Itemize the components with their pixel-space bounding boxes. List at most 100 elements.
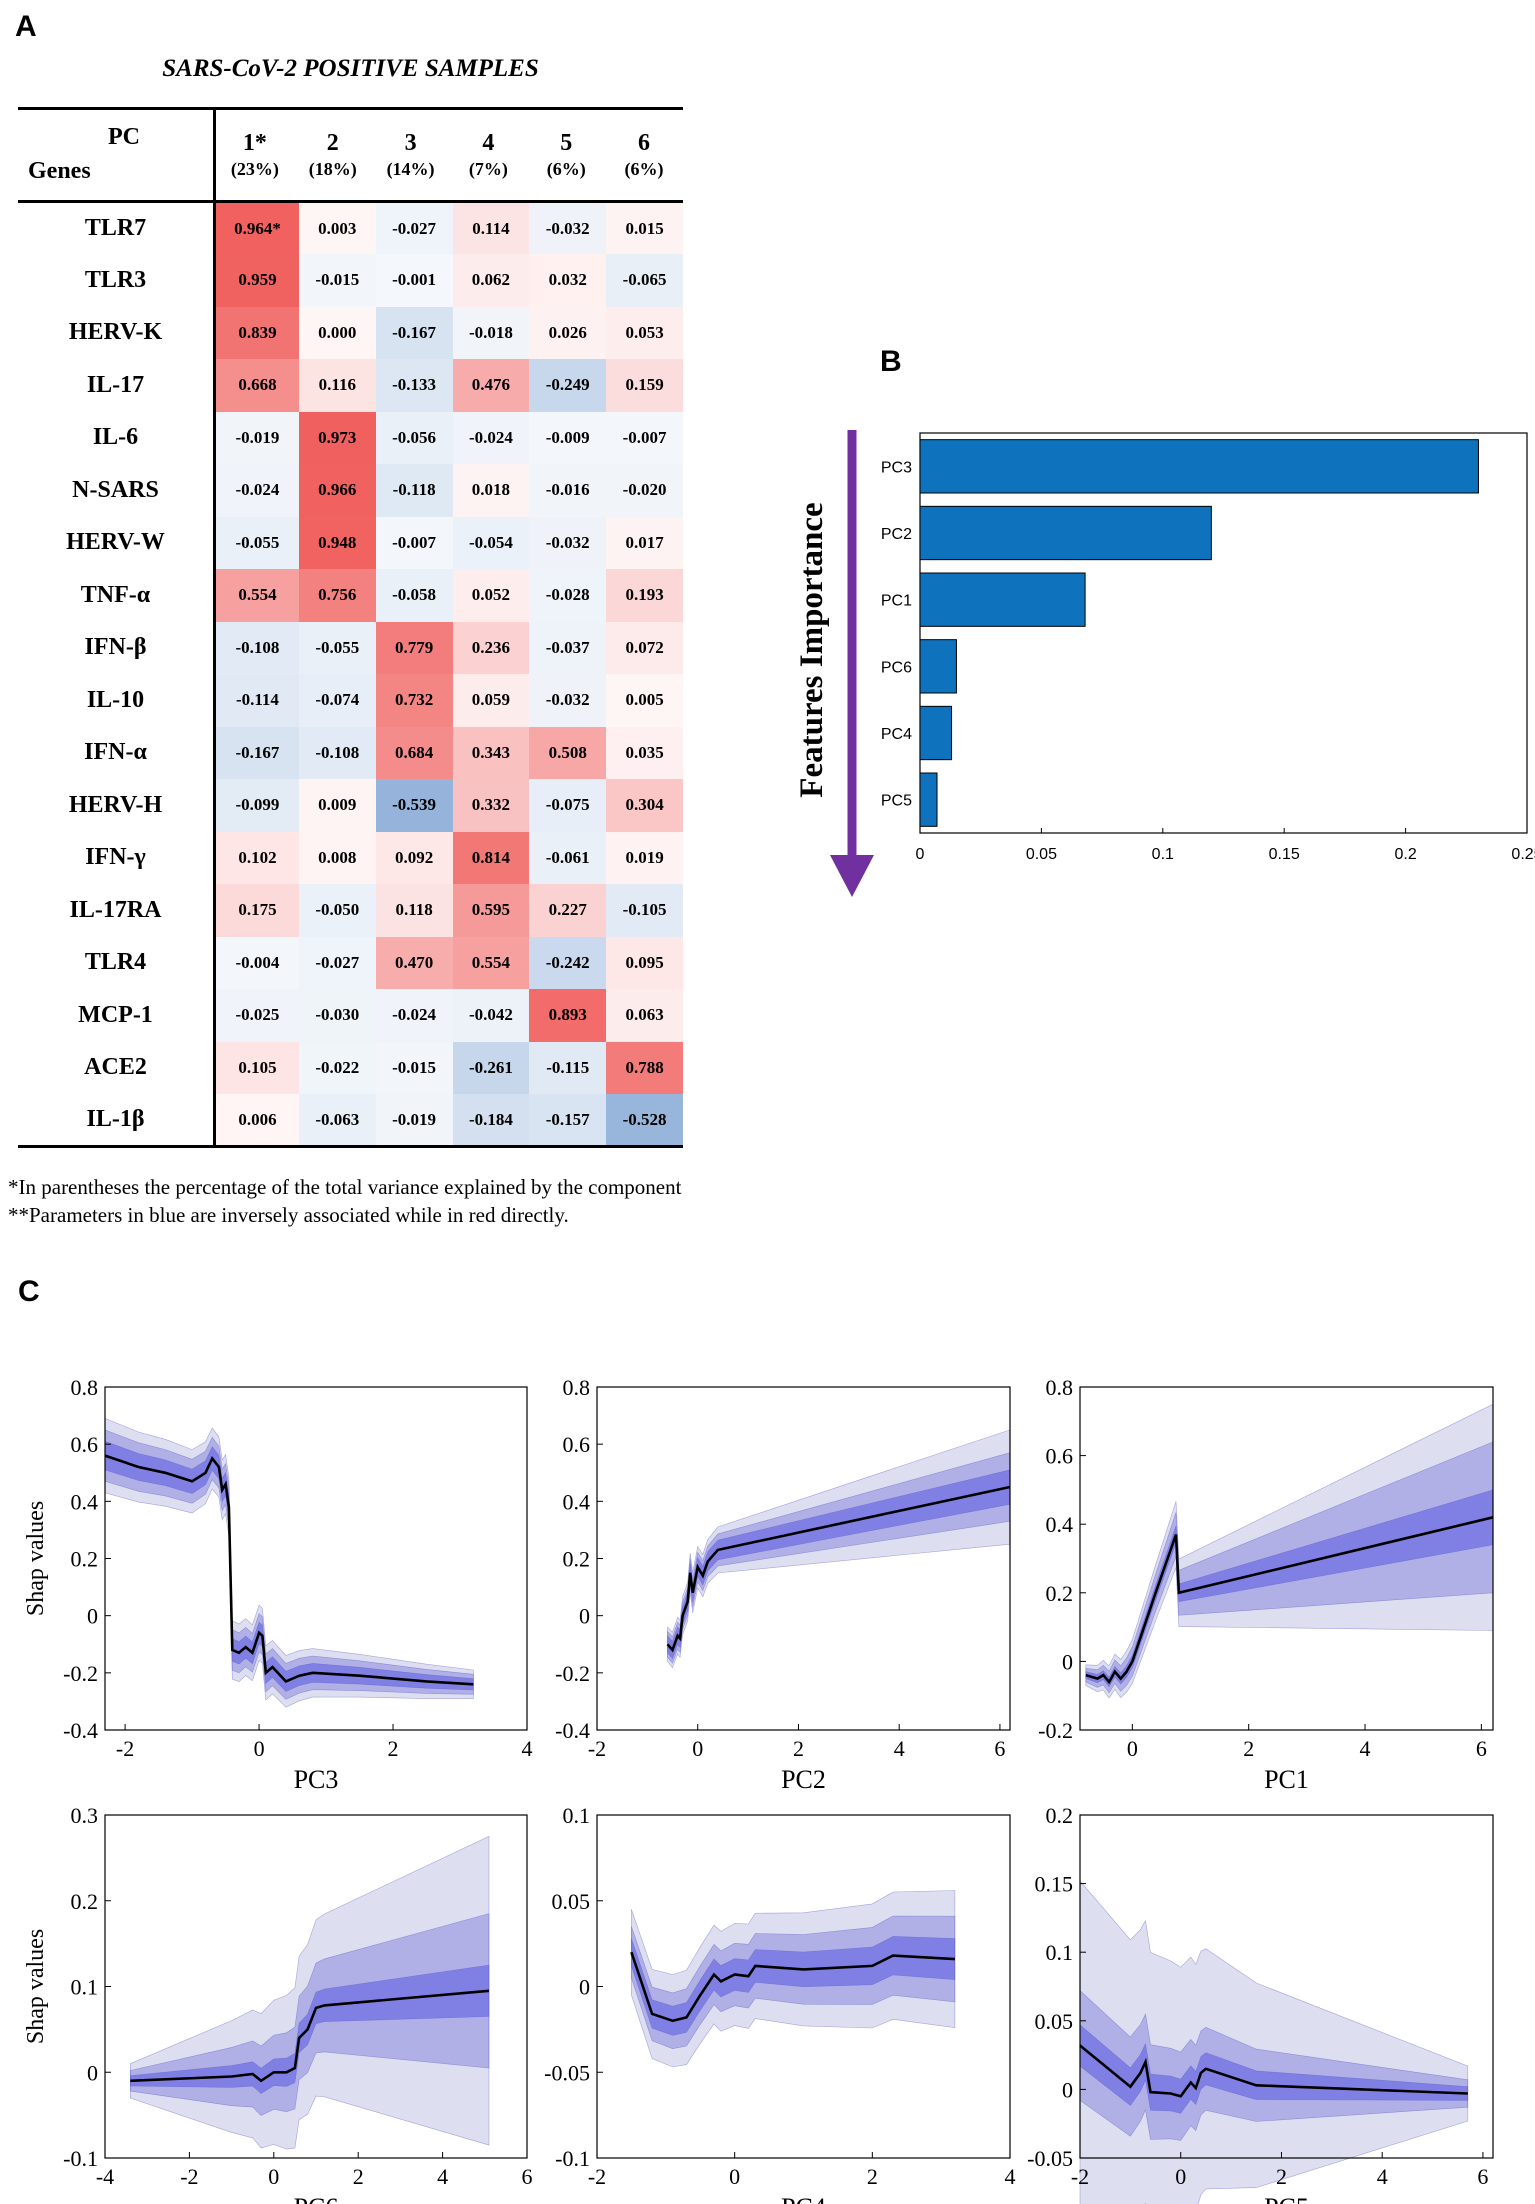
loading-cell: 0.009 [298,779,376,832]
confidence-band [104,1429,474,1700]
loading-cell: -0.528 [606,1094,683,1147]
x-tick-label: 0.25 [1511,846,1535,863]
table-row: IL-6 -0.019 0.973 -0.056 -0.024 -0.009 -0.007 [18,411,683,464]
y-tick-label: 0.05 [552,1889,591,1914]
table-row: HERV-W -0.055 0.948 -0.007 -0.054 -0.032 0.017 [18,516,683,569]
x-tick-label: 0 [916,846,925,863]
x-tick-label: -2 [588,1736,606,1761]
gene-label: MCP-1 [18,989,216,1042]
column-header-variance: (6%) [624,159,664,179]
loading-cell: 0.102 [214,831,299,884]
y-axis-label: Shap values [23,1929,49,2044]
shap-plot-pc5: -2 0 2 4 6 -0.05 0 0.05 0.1 0.15 0.2 PC5 [1027,1803,1494,2204]
mean-shap-line [1079,2044,1468,2098]
x-axis-label: PC5 [1264,2193,1309,2204]
bar-label: PC1 [881,593,912,610]
gene-label: N-SARS [18,464,216,517]
loading-cell: -0.167 [375,306,453,359]
loading-cell: -0.024 [452,411,530,464]
x-axis-label: PC4 [781,2193,826,2204]
bar-pc3 [919,439,1479,494]
table-row: IL-17 0.668 0.116 -0.133 0.476 -0.249 0.159 [18,359,683,412]
y-tick-label: 0.1 [1046,1940,1074,1965]
shap-plot-pc3: -2 0 2 4 -0.4 -0.2 0 0.2 0.4 0.6 0.8 PC3 Shap values [23,1375,533,1794]
shap-plot-pc4: -2 0 2 4 -0.1 -0.05 0 0.05 0.1 PC4 [544,1803,1015,2204]
loading-cell: 0.116 [298,359,376,412]
loading-cell: -0.007 [606,411,683,464]
table-row: IL-1β 0.006 -0.063 -0.019 -0.184 -0.157 -0.528 [18,1094,683,1147]
loading-cell: 0.159 [606,359,683,412]
table-row: IL-17RA 0.175 -0.050 0.118 0.595 0.227 -0.105 [18,884,683,937]
y-tick-label: 0.2 [1046,1581,1074,1606]
loading-cell: 0.175 [214,884,299,937]
plot-frame [1079,1814,1494,2159]
loading-cell: -0.063 [298,1094,376,1147]
x-tick-label: -2 [588,2164,606,2189]
column-header-number: 1* [242,130,267,156]
loading-cell: 0.959 [214,254,299,307]
loading-cell: 0.554 [214,569,299,622]
table-row: IFN-β -0.108 -0.055 0.779 0.236 -0.037 0.072 [18,621,683,674]
y-tick-label: -0.1 [555,2146,590,2171]
table-row: IFN-α -0.167 -0.108 0.684 0.343 0.508 0.035 [18,726,683,779]
header-columns: 1* (23%) 2 (18%) 3 (14%) 4 (7%) 5 (6%) 6 (6%) [215,109,684,202]
table-row: TLR7 0.964* 0.003 -0.027 0.114 -0.032 0.015 [18,201,683,254]
x-tick-label: -2 [1071,2164,1089,2189]
bar-label: PC6 [881,659,912,676]
loading-cell: 0.193 [606,569,683,622]
mean-shap-line [104,1454,474,1686]
y-tick-label: -0.05 [544,2060,590,2085]
header-corner: PC Genes [18,108,216,202]
y-tick-label: 0.4 [563,1489,591,1514]
loading-cell: 0.839 [214,306,299,359]
loading-cell: -0.539 [375,779,453,832]
loading-cell: 0.756 [298,569,376,622]
x-axis-label: PC2 [781,1765,826,1794]
x-tick-label: 0.15 [1269,846,1300,863]
x-tick-label: 4 [522,1736,533,1761]
loading-cell: -0.099 [214,779,299,832]
loading-cell: 0.092 [375,831,453,884]
loading-cell: -0.027 [298,936,376,989]
x-tick-label: 4 [1005,2164,1016,2189]
loading-cell: -0.118 [375,464,453,517]
loading-cell: 0.814 [452,831,530,884]
column-header-number: 3 [404,130,417,156]
mean-shap-line [630,1951,955,2023]
x-tick-label: 0 [254,1736,265,1761]
confidence-band [1079,1880,1469,2204]
loading-cell: 0.227 [529,884,607,937]
x-tick-label: 0 [268,2164,279,2189]
loading-cell: 0.072 [606,621,683,674]
y-tick-label: 0 [579,1975,590,2000]
loading-cell: 0.732 [375,674,453,727]
bar-pc1 [919,572,1086,627]
loading-cell: 0.118 [375,884,453,937]
loading-cell: 0.476 [452,359,530,412]
loading-cell: -0.075 [529,779,607,832]
loading-cell: -0.061 [529,831,607,884]
loading-cell: 0.053 [606,306,683,359]
y-tick-label: -0.1 [63,2146,98,2171]
y-tick-label: 0.4 [1046,1512,1074,1537]
loading-cell: -0.056 [375,411,453,464]
bar-label: PC5 [881,793,912,810]
column-header-pc1: 1* (23%) [216,129,294,181]
x-tick-label: 6 [1476,1736,1487,1761]
loading-cell: -0.058 [375,569,453,622]
y-tick-label: -0.2 [555,1661,590,1686]
loading-cell: 0.304 [606,779,683,832]
loading-cell: -0.009 [529,411,607,464]
gene-label: IL-1β [18,1094,216,1147]
loading-cell: -0.261 [452,1041,530,1094]
y-tick-label: 0.8 [563,1375,591,1400]
x-axis-label: PC3 [294,1765,339,1794]
x-axis-label: PC1 [1264,1765,1309,1794]
loading-cell: -0.018 [452,306,530,359]
loading-cell: 0.035 [606,726,683,779]
loading-cell: -0.037 [529,621,607,674]
loading-cell: 0.059 [452,674,530,727]
loading-cell: -0.042 [452,989,530,1042]
loading-cell: -0.108 [298,726,376,779]
loading-cell: 0.973 [298,411,376,464]
